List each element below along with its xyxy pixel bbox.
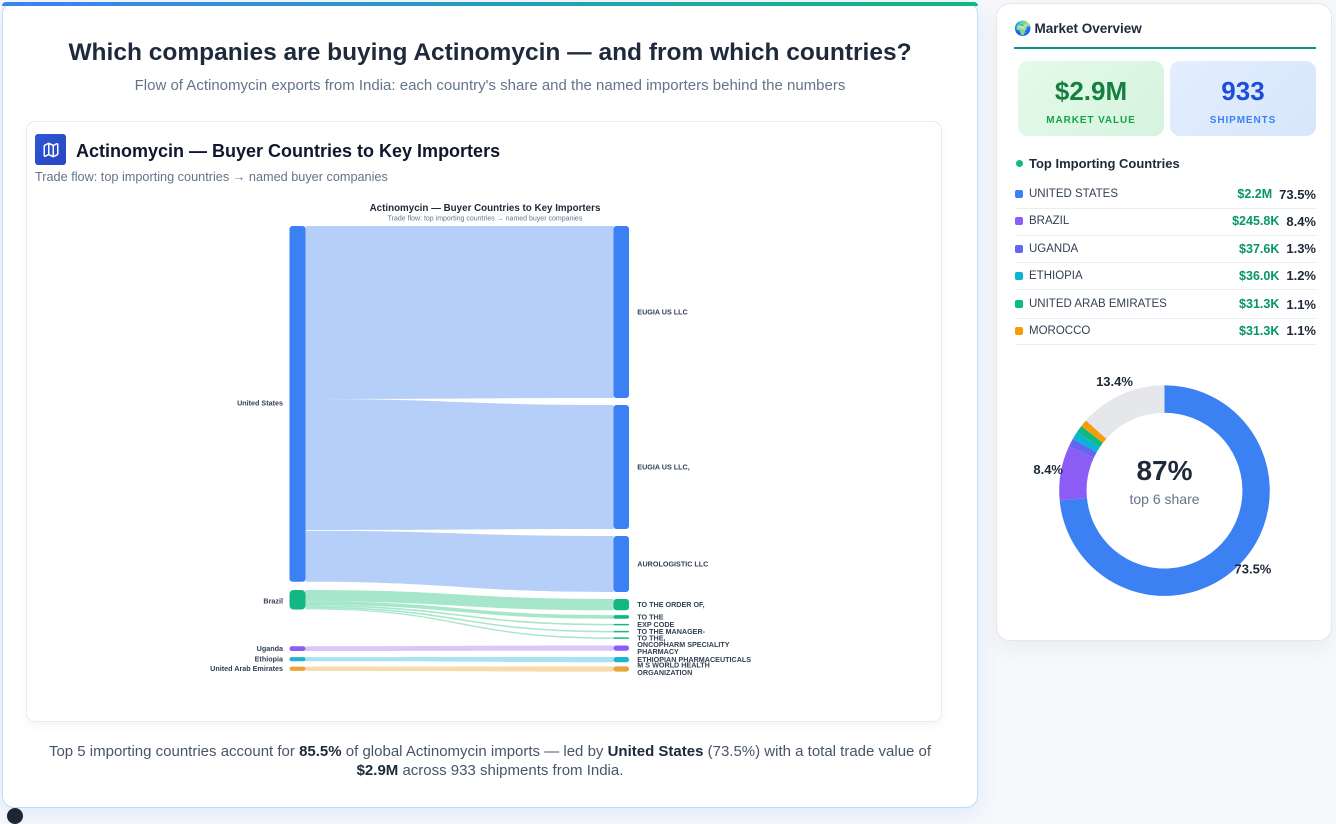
svg-text:PHARMACY: PHARMACY bbox=[637, 647, 679, 656]
svg-text:EUGIA US LLC: EUGIA US LLC bbox=[637, 308, 687, 317]
svg-text:top 6 share: top 6 share bbox=[1129, 491, 1199, 507]
svg-text:Ethiopia: Ethiopia bbox=[255, 654, 284, 663]
svg-text:M S WORLD HEALTH: M S WORLD HEALTH bbox=[637, 661, 710, 670]
svg-text:TO THE,: TO THE, bbox=[637, 634, 665, 643]
svg-text:United Arab Emirates: United Arab Emirates bbox=[210, 664, 283, 673]
svg-text:Trade flow: top importing coun: Trade flow: top importing countries → na… bbox=[388, 215, 583, 222]
svg-text:TO THE: TO THE bbox=[637, 612, 663, 621]
svg-text:ONCOPHARM SPECIALITY: ONCOPHARM SPECIALITY bbox=[637, 640, 729, 649]
svg-text:Actinomycin — Buyer Countries: Actinomycin — Buyer Countries to Key Imp… bbox=[370, 203, 601, 214]
svg-text:EUGIA US LLC,: EUGIA US LLC, bbox=[637, 463, 689, 472]
svg-text:Uganda: Uganda bbox=[257, 644, 284, 653]
svg-text:Brazil: Brazil bbox=[263, 596, 283, 605]
svg-text:TO THE ORDER OF,: TO THE ORDER OF, bbox=[637, 600, 704, 609]
svg-text:United States: United States bbox=[237, 399, 283, 408]
svg-text:8.4%: 8.4% bbox=[1033, 462, 1063, 477]
svg-text:ETHIOPIAN PHARMACEUTICALS: ETHIOPIAN PHARMACEUTICALS bbox=[637, 655, 751, 664]
svg-text:TO THE MANAGER-: TO THE MANAGER- bbox=[637, 627, 705, 636]
svg-text:73.5%: 73.5% bbox=[1235, 562, 1272, 577]
svg-text:ORGANIZATION: ORGANIZATION bbox=[637, 668, 692, 677]
svg-text:87%: 87% bbox=[1136, 455, 1192, 486]
svg-text:AUROLOGISTIC LLC: AUROLOGISTIC LLC bbox=[637, 560, 708, 569]
svg-text:13.4%: 13.4% bbox=[1096, 374, 1133, 389]
svg-text:EXP CODE: EXP CODE bbox=[637, 620, 674, 629]
